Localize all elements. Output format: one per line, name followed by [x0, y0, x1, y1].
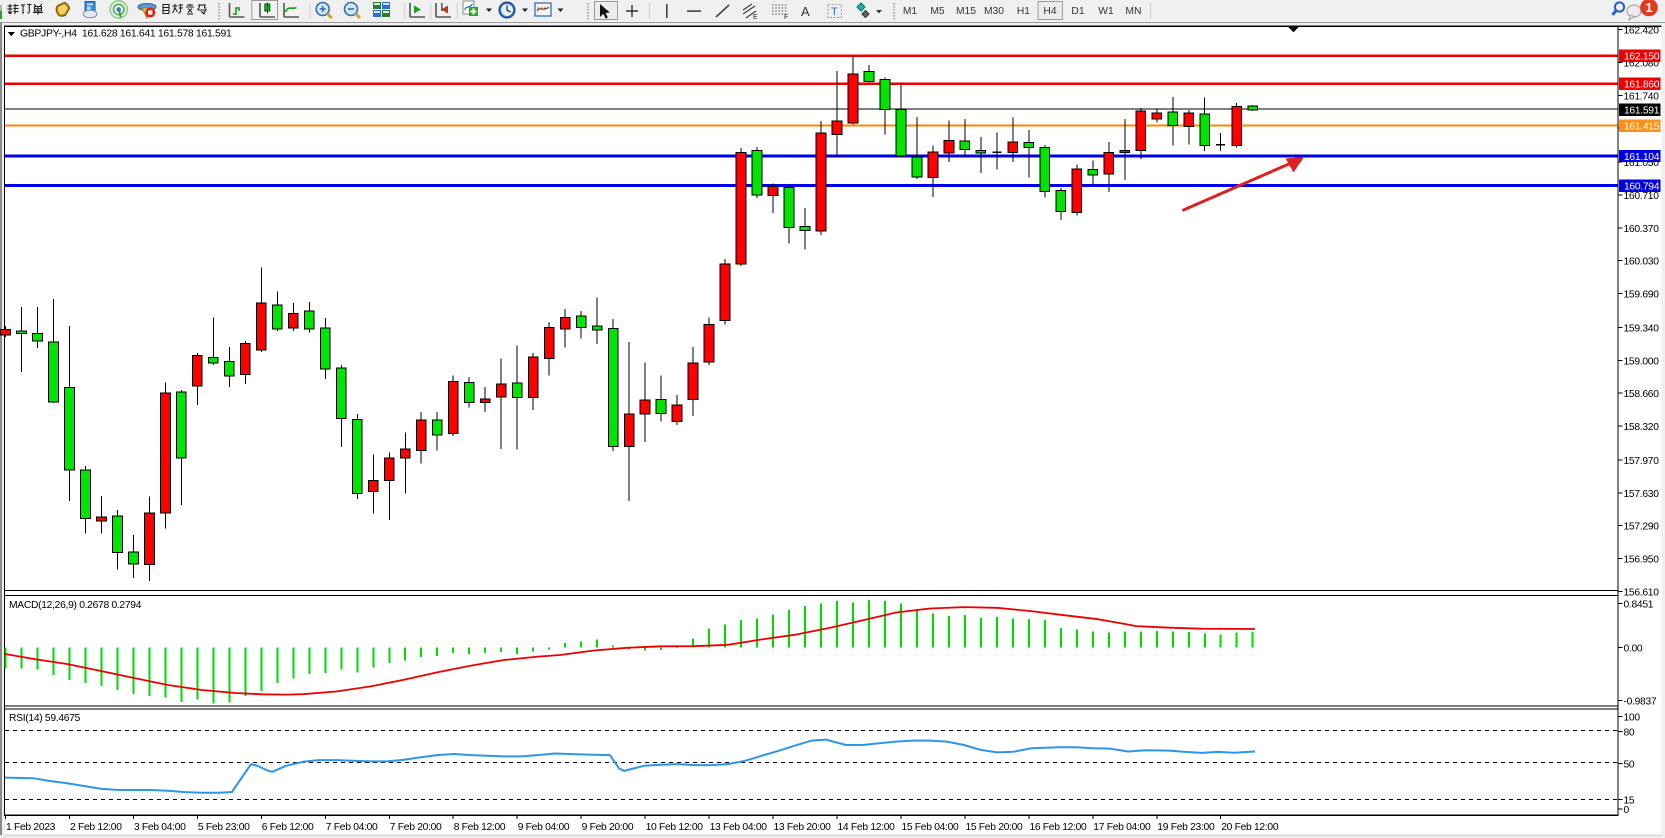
svg-text:13 Feb 04:00: 13 Feb 04:00	[710, 822, 768, 833]
svg-text:159.690: 159.690	[1624, 290, 1660, 301]
svg-text:15: 15	[1624, 796, 1635, 807]
svg-text:RSI(14) 59.4675: RSI(14) 59.4675	[9, 713, 81, 724]
svg-text:19 Feb 23:00: 19 Feb 23:00	[1157, 822, 1215, 833]
svg-text:161.050: 161.050	[1624, 158, 1660, 169]
svg-text:158.320: 158.320	[1624, 422, 1660, 433]
svg-text:2 Feb 12:00: 2 Feb 12:00	[70, 822, 122, 833]
svg-text:E: E	[753, 14, 758, 21]
svg-text:H4: H4	[1043, 6, 1056, 17]
svg-text:161.415: 161.415	[1624, 122, 1660, 133]
svg-text:1: 1	[1645, 0, 1652, 15]
svg-text:M1: M1	[903, 6, 918, 17]
svg-text:13 Feb 20:00: 13 Feb 20:00	[774, 822, 832, 833]
svg-text:160.710: 160.710	[1624, 191, 1660, 202]
svg-text:M30: M30	[984, 6, 1004, 17]
svg-text:14 Feb 12:00: 14 Feb 12:00	[838, 822, 896, 833]
svg-text:M15: M15	[956, 6, 976, 17]
svg-text:100: 100	[1624, 713, 1641, 724]
svg-text:156.610: 156.610	[1624, 587, 1660, 598]
svg-text:A: A	[801, 4, 810, 19]
svg-text:20 Feb 12:00: 20 Feb 12:00	[1221, 822, 1279, 833]
svg-text:8 Feb 12:00: 8 Feb 12:00	[454, 822, 506, 833]
svg-text:D1: D1	[1071, 6, 1084, 17]
svg-text:80: 80	[1624, 728, 1635, 739]
svg-text:156.950: 156.950	[1624, 555, 1660, 566]
svg-text:158.660: 158.660	[1624, 389, 1660, 400]
svg-text:161.591: 161.591	[1624, 105, 1660, 116]
svg-text:9 Feb 04:00: 9 Feb 04:00	[518, 822, 570, 833]
svg-text:157.970: 157.970	[1624, 456, 1660, 467]
svg-text:15 Feb 04:00: 15 Feb 04:00	[901, 822, 959, 833]
svg-text:F: F	[784, 14, 788, 21]
svg-text:5 Feb 23:00: 5 Feb 23:00	[198, 822, 250, 833]
svg-text:15 Feb 20:00: 15 Feb 20:00	[965, 822, 1023, 833]
svg-text:17 Feb 04:00: 17 Feb 04:00	[1093, 822, 1151, 833]
svg-text:161.860: 161.860	[1624, 80, 1660, 91]
svg-text:T: T	[831, 6, 838, 18]
svg-text:9 Feb 20:00: 9 Feb 20:00	[582, 822, 634, 833]
svg-text:10 Feb 12:00: 10 Feb 12:00	[646, 822, 704, 833]
svg-text:159.340: 159.340	[1624, 323, 1660, 334]
svg-text:M5: M5	[930, 6, 945, 17]
svg-text:-0.9837: -0.9837	[1624, 696, 1657, 707]
svg-text:1 Feb 2023: 1 Feb 2023	[6, 822, 56, 833]
svg-text:160.370: 160.370	[1624, 224, 1660, 235]
svg-text:7 Feb 04:00: 7 Feb 04:00	[326, 822, 378, 833]
svg-text:16 Feb 12:00: 16 Feb 12:00	[1029, 822, 1087, 833]
svg-text:3 Feb 04:00: 3 Feb 04:00	[134, 822, 186, 833]
svg-text:W1: W1	[1098, 6, 1114, 17]
svg-text:MN: MN	[1125, 6, 1141, 17]
svg-text:0: 0	[1624, 805, 1630, 816]
svg-text:0.8451: 0.8451	[1624, 599, 1654, 610]
svg-text:6 Feb 12:00: 6 Feb 12:00	[262, 822, 314, 833]
svg-text:162.150: 162.150	[1624, 52, 1660, 63]
svg-text:H1: H1	[1017, 6, 1030, 17]
svg-text:162.420: 162.420	[1624, 26, 1660, 37]
svg-text:160.794: 160.794	[1624, 181, 1660, 192]
svg-text:161.740: 161.740	[1624, 91, 1660, 102]
svg-text:157.630: 157.630	[1624, 489, 1660, 500]
svg-text:161.104: 161.104	[1624, 152, 1660, 163]
svg-text:160.030: 160.030	[1624, 257, 1660, 268]
svg-text:GBPJPY-,H4 161.628 161.641 16: GBPJPY-,H4 161.628 161.641 161.578 161.5…	[20, 29, 232, 40]
svg-text:162.080: 162.080	[1624, 59, 1660, 70]
svg-text:7 Feb 20:00: 7 Feb 20:00	[390, 822, 442, 833]
svg-text:159.000: 159.000	[1624, 356, 1660, 367]
svg-text:157.290: 157.290	[1624, 522, 1660, 533]
svg-text:0.00: 0.00	[1624, 643, 1643, 654]
svg-text:MACD(12,26,9) 0.2678 0.2794: MACD(12,26,9) 0.2678 0.2794	[9, 600, 142, 611]
svg-text:50: 50	[1624, 760, 1635, 771]
